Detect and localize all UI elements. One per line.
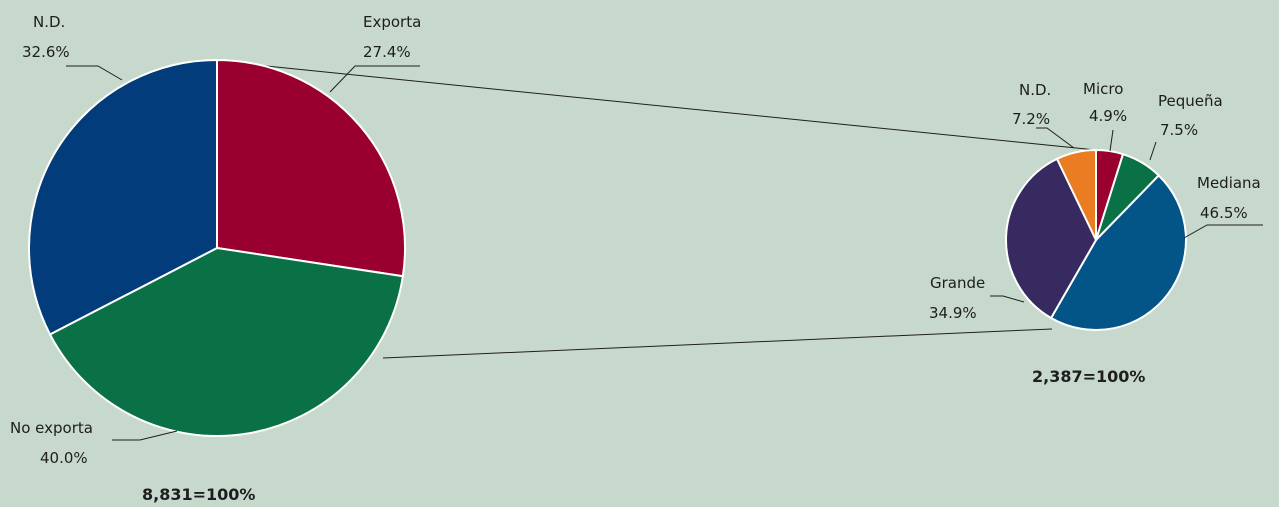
breakdown-pie-total: 2,387=100% [1032,367,1145,386]
leader-line [990,295,1025,303]
slice-value: 27.4% [363,43,411,61]
slice-label-micro: Micro 4.9% [1083,80,1127,152]
slice-label-no-exporta: No exporta 40.0% [10,419,178,467]
leader-line [1149,141,1157,161]
leader-line [66,65,123,81]
breakdown-pie-slice-nd [1055,148,1097,241]
slice-value: 7.5% [1160,121,1198,139]
slice-value: 32.6% [22,43,70,61]
main-pie-slice-no-exporta [48,246,405,437]
slice-name: N.D. [1019,81,1051,99]
slice-label-mediana: Mediana 46.5% [1183,174,1263,239]
leader-line [112,430,178,441]
slice-name: Micro [1083,80,1123,98]
main-pie-slice-nd [28,58,218,336]
slice-value: 34.9% [929,304,977,322]
slice-name: N.D. [33,13,65,31]
slice-name: No exporta [10,419,93,437]
slice-value: 4.9% [1089,107,1127,125]
breakdown-pie-slice-grande [1005,157,1098,320]
connector-line-top [216,60,1097,151]
breakdown-pie-slice-mediana [1049,174,1187,331]
main-pie-slice-exporta [216,58,406,278]
slice-value: 46.5% [1200,204,1248,222]
leader-line [1183,224,1263,239]
connector-line-bottom [382,328,1053,359]
slice-label-exporta: Exporta 27.4% [329,13,421,93]
slice-label-pequena: Pequeña 7.5% [1149,92,1223,161]
slice-label-nd-detail: N.D. 7.2% [1012,81,1075,149]
main-pie-total: 8,831=100% [142,485,255,504]
slice-value: 7.2% [1012,110,1050,128]
leader-line [329,65,420,93]
leader-line [1036,127,1075,149]
slice-name: Exporta [363,13,421,31]
slice-name: Pequeña [1158,92,1223,110]
breakdown-pie [1005,148,1187,331]
slice-label-grande: Grande 34.9% [929,274,1025,322]
main-pie [28,58,406,437]
slice-name: Grande [930,274,985,292]
slice-name: Mediana [1197,174,1261,192]
slice-label-nd-main: N.D. 32.6% [22,13,123,81]
leader-line [1109,129,1114,152]
slice-value: 40.0% [40,449,88,467]
